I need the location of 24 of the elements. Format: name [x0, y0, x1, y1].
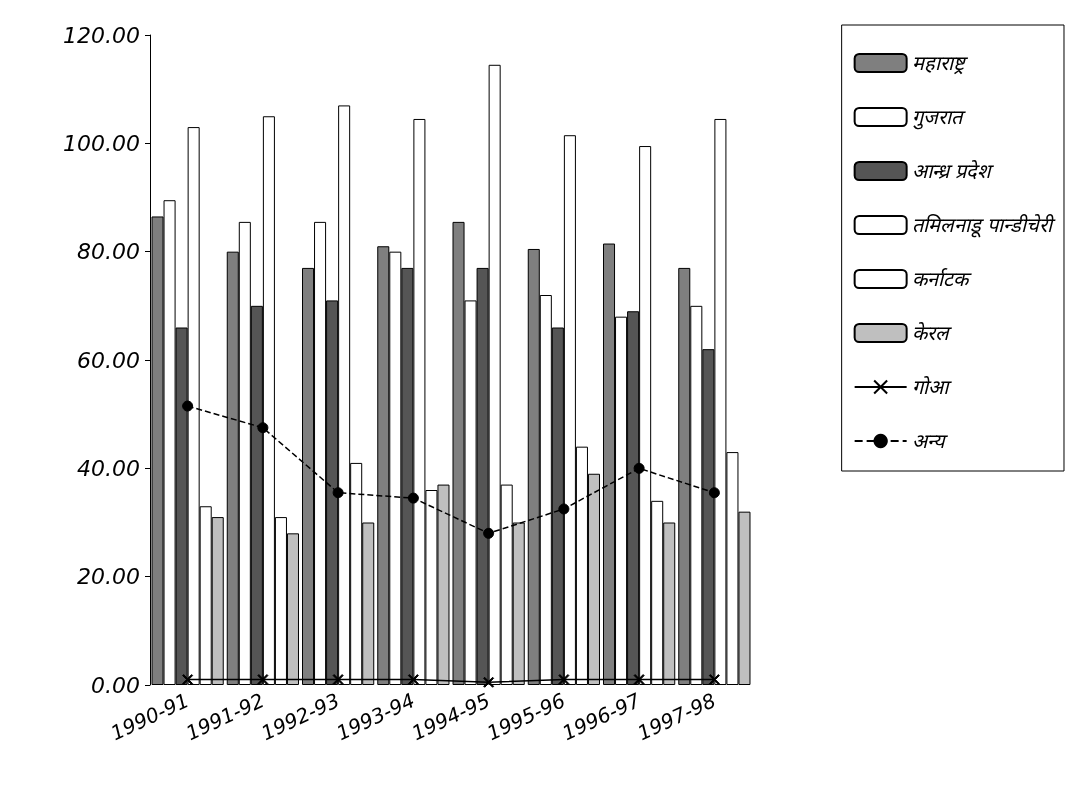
legend-label: तमिलनाडू पान्डीचेरी	[911, 213, 1056, 238]
point	[558, 503, 570, 515]
legend-label: आन्ध्र प्रदेश	[911, 159, 994, 183]
point	[332, 487, 344, 499]
point	[633, 462, 645, 474]
y-tick-label: 80.00	[77, 239, 140, 265]
legend-label: कर्नाटक	[911, 267, 972, 291]
point	[257, 422, 269, 434]
legend-label: अन्य	[911, 429, 948, 453]
point	[708, 487, 720, 499]
legend-label: गुजरात	[911, 105, 966, 130]
y-tick-label: 100.00	[63, 130, 140, 156]
y-tick-label: 40.00	[77, 455, 140, 481]
point	[407, 492, 419, 504]
legend-label: महाराष्ट्र	[911, 51, 969, 75]
point	[483, 676, 495, 688]
y-tick-label: 0.00	[91, 672, 140, 698]
legend-label: गोआ	[911, 375, 952, 399]
y-tick-label: 60.00	[77, 347, 140, 373]
legend-label: केरल	[911, 321, 952, 345]
y-tick-label: 20.00	[77, 564, 140, 590]
y-tick-label: 120.00	[63, 22, 140, 48]
point	[182, 400, 194, 412]
point	[483, 527, 495, 539]
